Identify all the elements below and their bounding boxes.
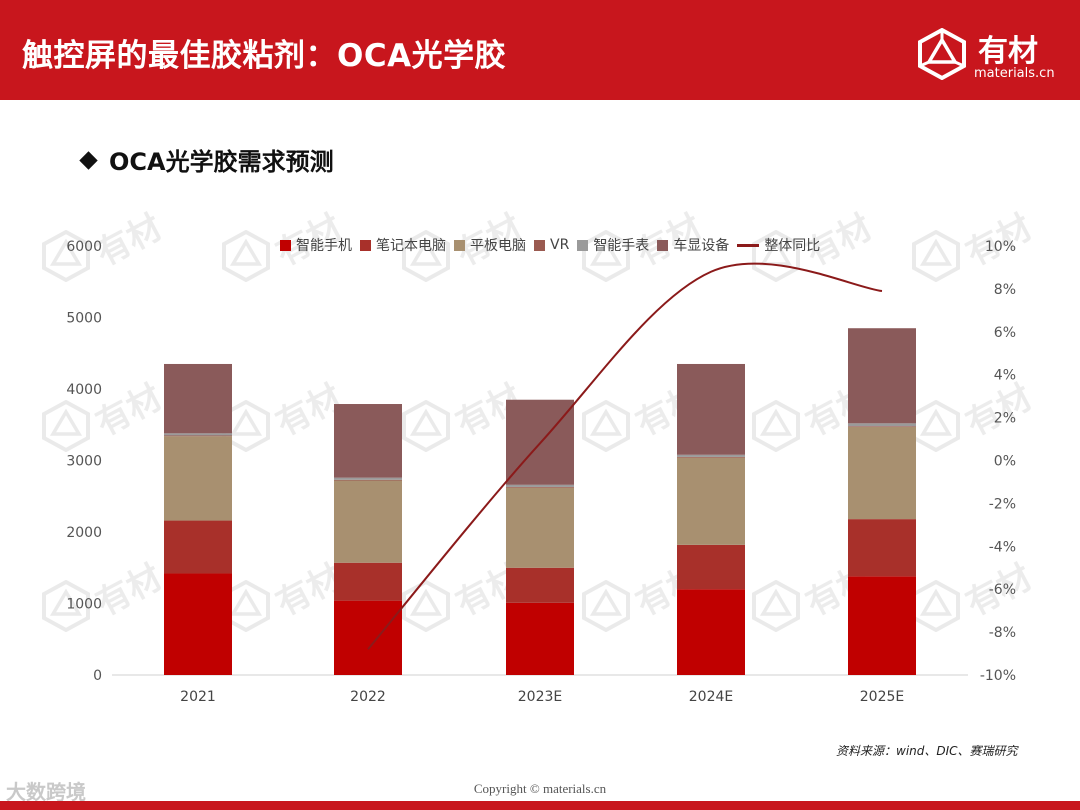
legend-item: 车显设备 [657,235,729,255]
legend-swatch [360,239,371,251]
stacked-bar-chart: 0 1000 2000 3000 4000 5000 6000 -10% -8% -6% -4% -2… [66,239,1016,705]
bar-segment [848,426,916,427]
legend-label: 车显设备 [673,238,730,254]
y-right-tick-label: 6% [994,325,1016,341]
logo-subtext: materials.cn [974,66,1055,81]
y-right-tick-label: 0% [994,454,1016,470]
legend-label: 智能手表 [593,238,650,254]
legend-item: 智能手机 [280,235,352,255]
legend-swatch [534,239,545,251]
line-series-yoy [367,262,883,650]
x-tick-label: 2024E [689,689,733,705]
legend-swatch [280,239,291,251]
bar-segment [677,456,745,458]
bar-segment [334,600,402,675]
bar-segment [164,573,232,675]
copyright-text: Copyright © materials.cn [473,781,607,796]
bar-segment [677,457,745,545]
bar-segment [506,602,574,675]
bar-segment [334,480,402,563]
y-right-tick-label: -8% [989,625,1016,641]
legend-item: VR [534,237,569,253]
y-right-tick-label: -2% [989,496,1016,512]
bar-segment [848,426,916,520]
legend-label: 平板电脑 [470,238,526,254]
legend-item: 智能手表 [577,235,649,255]
bar-segment [677,544,745,590]
y-left-tick-label: 2000 [66,525,102,541]
bar-segment [848,423,916,427]
x-tick-label: 2021 [180,689,216,705]
x-tick-label: 2022 [350,689,386,705]
legend-line-swatch [737,243,760,247]
bar-segment [164,436,232,521]
logo-icon [918,27,966,81]
section-title: OCA光学胶需求预测 [79,142,334,177]
bar-segment [506,484,574,487]
bar-segment [164,363,232,434]
y-left-tick-label: 1000 [66,597,102,613]
source-note: 资料来源：wind、DIC、赛瑞研究 [836,744,1018,758]
legend-item: 笔记本电脑 [360,235,446,255]
bar-segment [848,576,916,675]
y-left-tick-label: 0 [93,668,102,684]
bar-segment [677,454,745,457]
y-right-tick-label: 2% [994,411,1016,427]
logo-text: 有材 [978,34,1038,69]
y-right-tick-label: -10% [980,668,1016,684]
bar-segment [164,520,232,574]
y-left-tick-label: 6000 [66,239,102,255]
legend-swatch [454,239,465,251]
section-title-text: OCA光学胶需求预测 [109,148,334,176]
legend-label: 笔记本电脑 [376,238,446,254]
bar-segment [506,486,574,488]
y-right-tick-label: -4% [989,539,1016,555]
bar-segment [164,433,232,436]
y-left-tick-label: 3000 [66,454,102,470]
bar-segment [506,567,574,603]
bar-segment [334,562,402,601]
header-bar: 触控屏的最佳胶粘剂：OCA光学胶 有材 materials.cn [0,0,1080,100]
y-left-tick-label: 5000 [66,311,102,327]
legend-swatch [577,239,589,251]
bar-segment [677,363,745,455]
y-right-tick-label: -6% [989,582,1016,598]
bar-segment [848,328,916,424]
bottom-accent-bar [0,801,1080,810]
legend-item: 平板电脑 [454,235,526,255]
corner-watermark: 大数跨境 [6,780,86,804]
brand-logo: 有材 materials.cn [916,27,1066,88]
legend-item: 整体同比 [737,235,820,255]
x-tick-label: 2025E [860,689,904,705]
bar-segment [164,435,232,437]
bar-segment [506,487,574,568]
bar-segment [677,589,745,675]
legend-swatch [657,239,669,251]
y-right-tick-label: 4% [994,368,1016,384]
legend-label: 整体同比 [764,238,821,254]
diamond-bullet-icon [79,151,98,170]
bar-segment [848,519,916,577]
bar-segment [334,479,402,481]
legend-label: VR [550,237,570,253]
slide-title: 触控屏的最佳胶粘剂：OCA光学胶 [22,38,507,74]
bar-segment [334,477,402,480]
bar-segment [334,404,402,478]
y-right-tick-label: 10% [985,239,1016,255]
y-left-tick-label: 4000 [66,382,102,398]
chart-legend: 智能手机 笔记本电脑 平板电脑 VR 智能手表 车显设备 整体同比 [280,236,828,254]
y-right-tick-label: 8% [994,282,1016,298]
legend-label: 智能手机 [296,238,352,254]
x-tick-label: 2023E [518,689,562,705]
